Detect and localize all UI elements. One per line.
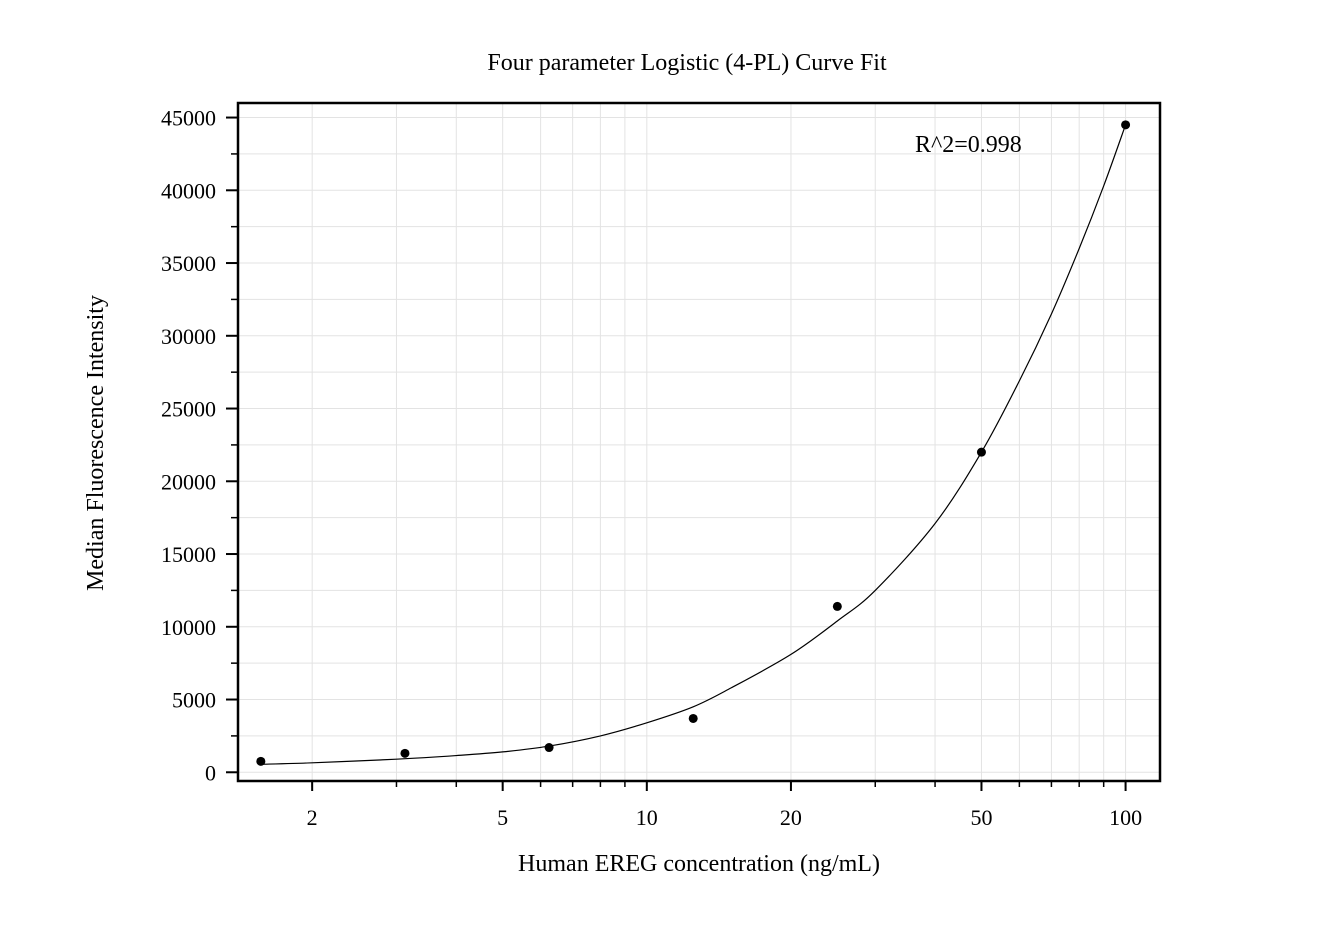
fit-curve-layer (260, 124, 1127, 765)
y-tick-label: 20000 (161, 469, 216, 494)
r-squared-annotation: R^2=0.998 (915, 132, 1022, 158)
data-point (256, 756, 266, 766)
y-tick-label: 30000 (161, 324, 216, 349)
data-point (544, 743, 554, 753)
data-point (832, 601, 842, 611)
y-tick-label: 10000 (161, 615, 216, 640)
y-tick-label: 40000 (161, 178, 216, 203)
data-points-layer (256, 120, 1131, 766)
y-tick-label: 25000 (161, 397, 216, 422)
y-tick-label: 5000 (172, 688, 216, 713)
data-point (1121, 120, 1131, 130)
x-tick-label: 2 (307, 805, 318, 830)
data-point (688, 713, 698, 723)
data-point (976, 447, 986, 457)
x-tick-label: 50 (970, 805, 992, 830)
y-axis-ticks: 0 5000 10000 15000 20000 25000 30000 35000 40000… (161, 106, 238, 785)
x-tick-label: 100 (1109, 805, 1142, 830)
y-tick-label: 15000 (161, 542, 216, 567)
x-axis-ticks: 2 5 10 20 50 100 (307, 781, 1142, 830)
plot-frame (236, 101, 1162, 783)
y-tick-label: 35000 (161, 251, 216, 276)
grid-lines (238, 103, 1160, 781)
chart-title: Four parameter Logistic (4-PL) Curve Fit (487, 50, 887, 76)
x-tick-label: 5 (497, 805, 508, 830)
y-axis-label: Median Fluorescence Intensity (83, 295, 109, 591)
data-point (400, 748, 410, 758)
x-axis-label: Human EREG concentration (ng/mL) (518, 851, 880, 877)
fit-curve (260, 124, 1127, 765)
y-tick-label: 45000 (161, 106, 216, 131)
x-tick-label: 20 (780, 805, 802, 830)
y-tick-label: 0 (205, 760, 216, 785)
x-tick-label: 10 (636, 805, 658, 830)
